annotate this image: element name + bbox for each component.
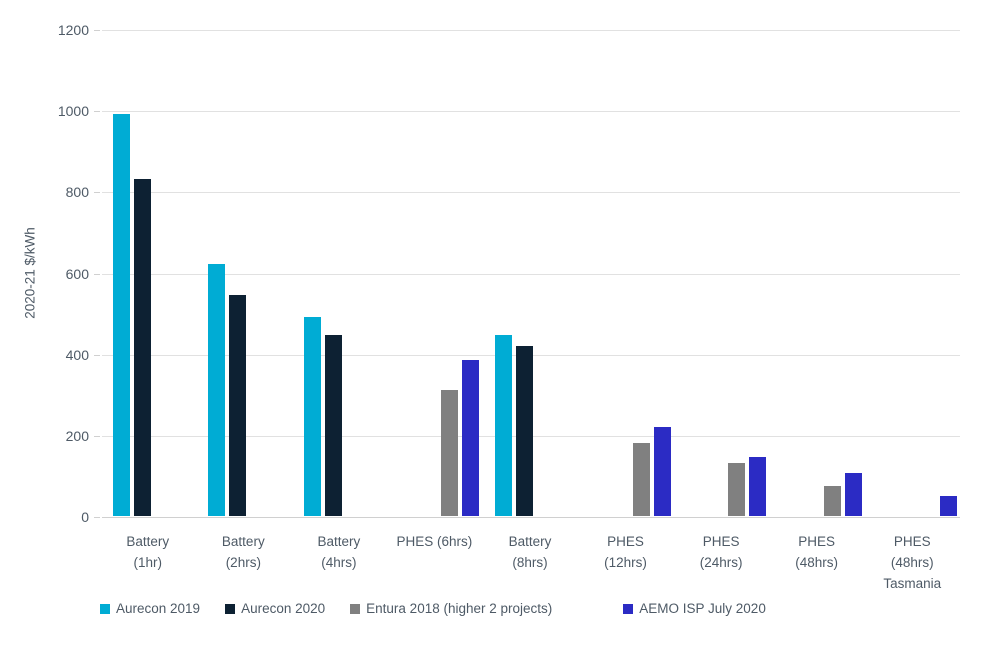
x-category-label: PHES (48hrs) xyxy=(769,531,865,573)
legend-label: AEMO ISP July 2020 xyxy=(639,601,766,616)
x-category-label: PHES (24hrs) xyxy=(673,531,769,573)
x-category-label-line: Battery xyxy=(317,534,361,549)
x-category-label-line: (2hrs) xyxy=(225,555,261,570)
y-tick-mark xyxy=(94,111,100,113)
x-category-label-line: PHES xyxy=(798,534,836,549)
x-category-label: Battery (8hrs) xyxy=(482,531,578,573)
x-category-label: Battery (4hrs) xyxy=(291,531,387,573)
y-tick-mark xyxy=(94,273,100,275)
legend: Aurecon 2019 Aurecon 2020 Entura 2018 (hig… xyxy=(100,601,766,616)
gridline xyxy=(102,273,960,275)
bar-aurecon-2019-battery-4hrs xyxy=(303,317,321,516)
bar-entura-2018-higher-2-projects-phes-6hrs xyxy=(441,390,459,516)
x-category-label-line: PHES (6hrs) xyxy=(396,534,473,549)
y-tick-label: 400 xyxy=(65,346,89,363)
plot-area: 0 200 400 600 800 1000 1200 Battery (1hr) Battery… xyxy=(58,22,960,591)
bar-entura-2018-higher-2-projects-phes-12hrs xyxy=(632,442,650,516)
x-category-label: PHES (12hrs) xyxy=(578,531,674,573)
bar-aurecon-2020-battery-1hr xyxy=(133,179,151,516)
x-category-label-line: (24hrs) xyxy=(699,555,743,570)
legend-marker-aurecon-2020 xyxy=(225,603,236,614)
x-category-label-line: (48hrs) xyxy=(890,555,934,570)
y-axis-title: 2020-21 $/kWh xyxy=(22,227,38,319)
bar-aurecon-2020-battery-4hrs xyxy=(324,335,342,516)
bar-aemo-isp-july-2020-phes-6hrs xyxy=(462,359,480,516)
y-tick-label: 200 xyxy=(65,427,89,444)
bar-aurecon-2019-battery-1hr xyxy=(112,114,130,516)
x-category-label-line: (1hr) xyxy=(133,555,163,570)
legend-item-aurecon-2019: Aurecon 2019 xyxy=(100,601,200,616)
x-category-label-line: PHES xyxy=(607,534,644,549)
gridline xyxy=(102,111,960,113)
x-category-label: Battery (1hr) xyxy=(100,531,196,573)
x-category-label: PHES (48hrs) Tasmania xyxy=(864,531,960,594)
y-tick-label: 1000 xyxy=(57,103,89,120)
y-tick-mark xyxy=(94,30,100,31)
bar-aemo-isp-july-2020-phes-48hrs-tasmania xyxy=(940,495,958,516)
bar-aemo-isp-july-2020-phes-12hrs xyxy=(653,426,671,516)
x-category-label-line: (8hrs) xyxy=(512,555,548,570)
legend-label: Aurecon 2020 xyxy=(241,601,326,616)
bar-aurecon-2019-battery-2hrs xyxy=(208,264,226,516)
bar-aemo-isp-july-2020-phes-48hrs xyxy=(844,473,862,516)
legend-marker-aemo-isp-july-2020 xyxy=(623,603,634,614)
gridline xyxy=(102,192,960,194)
y-tick-mark xyxy=(94,354,100,356)
x-category-label-line: PHES xyxy=(893,534,931,549)
legend-item-aemo-isp-july-2020: AEMO ISP July 2020 xyxy=(623,601,766,616)
x-category-label: PHES (6hrs) xyxy=(387,531,483,552)
x-category-label-line: Battery xyxy=(221,534,265,549)
x-category-label-line: Battery xyxy=(508,534,552,549)
x-axis-line xyxy=(102,517,960,518)
x-category-label-line: PHES xyxy=(702,534,740,549)
legend-item-entura-2018-higher-2-projects: Entura 2018 (higher 2 projects) xyxy=(350,601,552,616)
x-category-label: Battery (2hrs) xyxy=(196,531,292,573)
legend-label: Aurecon 2019 xyxy=(116,601,201,616)
bar-entura-2018-higher-2-projects-phes-48hrs xyxy=(823,485,841,516)
legend-label: Entura 2018 (higher 2 projects) xyxy=(366,601,553,616)
bar-entura-2018-higher-2-projects-phes-24hrs xyxy=(728,463,746,516)
legend-marker-entura-2018-higher-2-projects xyxy=(350,603,361,614)
legend-marker-aurecon-2019 xyxy=(100,603,110,614)
y-tick-mark xyxy=(94,192,100,194)
x-category-label-line: (12hrs) xyxy=(604,555,647,570)
x-category-label-line: Tasmania xyxy=(883,576,942,591)
bar-aurecon-2020-battery-8hrs xyxy=(516,345,533,516)
x-category-label-line: Battery xyxy=(126,534,170,549)
bar-aurecon-2019-battery-8hrs xyxy=(495,335,512,516)
legend-item-aurecon-2020: Aurecon 2020 xyxy=(225,601,325,616)
y-tick-mark xyxy=(94,517,100,518)
y-tick-label: 600 xyxy=(65,265,89,282)
y-tick-label: 1200 xyxy=(57,22,89,38)
bar-aemo-isp-july-2020-phes-24hrs xyxy=(749,457,767,516)
gridline xyxy=(102,30,960,31)
x-category-label-line: (48hrs) xyxy=(795,555,839,570)
y-tick-label: 0 xyxy=(81,509,89,525)
y-tick-label: 800 xyxy=(65,184,89,201)
y-tick-mark xyxy=(94,435,100,437)
bar-aurecon-2020-battery-2hrs xyxy=(229,294,247,516)
x-category-label-line: (4hrs) xyxy=(321,555,357,570)
